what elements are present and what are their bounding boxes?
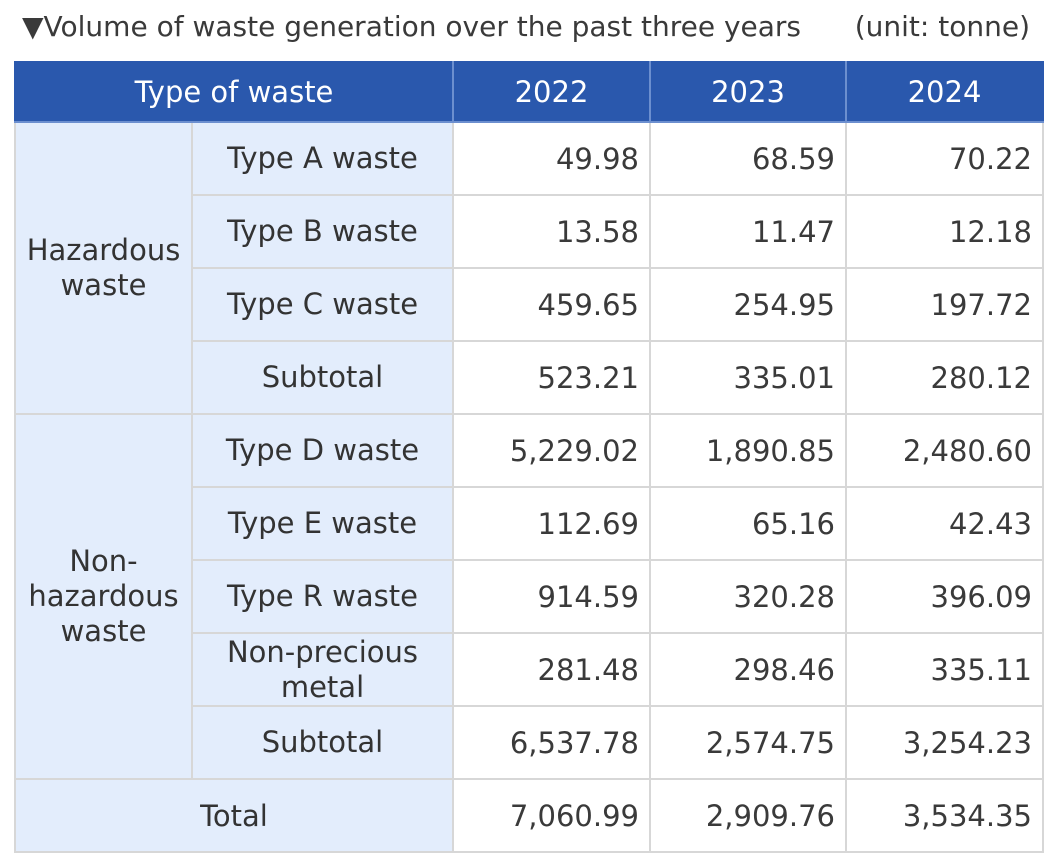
value-cell: 68.59: [649, 121, 847, 196]
value-cell: 280.12: [845, 340, 1044, 415]
value-cell: 112.69: [452, 486, 651, 561]
unit-label: (unit: tonne): [854, 10, 1030, 43]
waste-volume-table: Type of waste 2022 2023 2024 Hazardous w…: [14, 61, 1044, 853]
category-non-hazardous-waste: Non-hazardous waste: [14, 413, 193, 780]
row-label: Type R waste: [191, 559, 454, 634]
value-cell: 914.59: [452, 559, 651, 634]
value-cell: 320.28: [649, 559, 847, 634]
table-row: Type R waste 914.59 320.28 396.09: [15, 559, 1044, 634]
value-cell: 335.11: [845, 632, 1044, 707]
value-cell: 459.65: [452, 267, 651, 342]
row-label: Type A waste: [191, 121, 454, 196]
value-cell: 11.47: [649, 194, 847, 269]
table-row: Non-hazardous waste Type D waste 5,229.0…: [14, 413, 1044, 780]
value-cell: 70.22: [845, 121, 1044, 196]
row-label: Non-precious metal: [191, 632, 454, 707]
value-cell: 13.58: [452, 194, 651, 269]
value-cell: 1,890.85: [649, 413, 847, 488]
header-year-2022: 2022: [452, 61, 651, 123]
header-year-2023: 2023: [649, 61, 847, 123]
row-label: Type D waste: [191, 413, 454, 488]
value-cell: 42.43: [845, 486, 1044, 561]
value-cell: 6,537.78: [452, 705, 651, 780]
row-label-subtotal: Subtotal: [191, 340, 454, 415]
category-hazardous-waste: Hazardous waste: [14, 121, 193, 415]
table-title: ▼Volume of waste generation over the pas…: [22, 10, 802, 43]
value-cell: 523.21: [452, 340, 651, 415]
total-value-cell: 2,909.76: [649, 778, 847, 853]
table-row: Type E waste 112.69 65.16 42.43: [15, 486, 1044, 561]
row-label: Type C waste: [191, 267, 454, 342]
table-caption: ▼Volume of waste generation over the pas…: [22, 8, 1030, 48]
value-cell: 197.72: [845, 267, 1044, 342]
table-row: Hazardous waste Type A waste 49.98 68.59…: [14, 121, 1044, 415]
table-row-total: Total 7,060.99 2,909.76 3,534.35: [14, 778, 1044, 853]
table-row: Non-precious metal 281.48 298.46 335.11: [15, 632, 1044, 707]
table-row: Type C waste 459.65 254.95 197.72: [15, 267, 1044, 342]
table-row: Type B waste 13.58 11.47 12.18: [15, 194, 1044, 269]
value-cell: 5,229.02: [452, 413, 651, 488]
value-cell: 12.18: [845, 194, 1044, 269]
value-cell: 3,254.23: [845, 705, 1044, 780]
value-cell: 281.48: [452, 632, 651, 707]
value-cell: 254.95: [649, 267, 847, 342]
value-cell: 335.01: [649, 340, 847, 415]
value-cell: 65.16: [649, 486, 847, 561]
value-cell: 298.46: [649, 632, 847, 707]
header-year-2024: 2024: [845, 61, 1044, 123]
value-cell: 2,574.75: [649, 705, 847, 780]
row-label: Type E waste: [191, 486, 454, 561]
value-cell: 49.98: [452, 121, 651, 196]
table-row-subtotal: Subtotal 523.21 335.01 280.12: [15, 340, 1044, 415]
table-row-subtotal: Subtotal 6,537.78 2,574.75 3,254.23: [15, 705, 1044, 780]
row-label-total: Total: [14, 778, 454, 853]
total-value-cell: 3,534.35: [845, 778, 1044, 853]
header-type-of-waste: Type of waste: [14, 61, 454, 123]
row-label: Type B waste: [191, 194, 454, 269]
row-label-subtotal: Subtotal: [191, 705, 454, 780]
header-row: Type of waste 2022 2023 2024: [14, 61, 1044, 123]
value-cell: 2,480.60: [845, 413, 1044, 488]
value-cell: 396.09: [845, 559, 1044, 634]
total-value-cell: 7,060.99: [452, 778, 651, 853]
